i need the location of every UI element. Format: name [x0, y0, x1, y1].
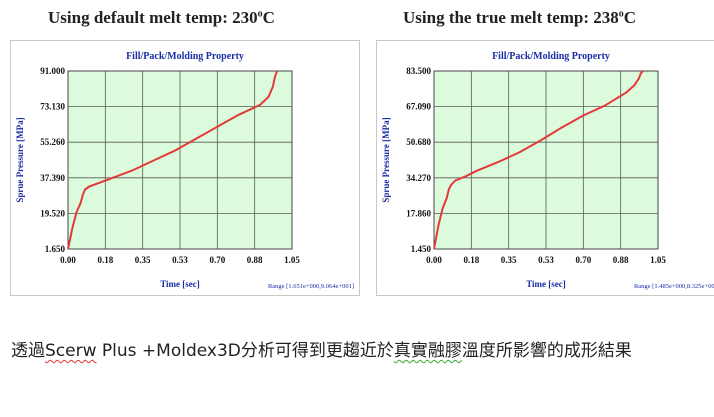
- y-tick-label: 67.090: [406, 102, 431, 112]
- pressure-curve: [433, 70, 644, 250]
- x-tick-label: 0.18: [463, 255, 479, 265]
- y-tick-label: 55.260: [40, 137, 65, 147]
- caption-text: 透過Scerw Plus +Moldex3D分析可得到更趨近於真實融膠溫度所影響…: [11, 341, 632, 361]
- y-tick-label: 91.000: [40, 66, 65, 76]
- left-panel-title: Using default melt temp: 230oC: [48, 8, 275, 27]
- y-tick-label: 1.650: [45, 244, 66, 254]
- chart-title: Fill/Pack/Molding Property: [126, 51, 244, 62]
- range-label: Range [1.485e+000,8.325e+001]: [634, 283, 714, 290]
- left-pressure-chart: Fill/Pack/Molding Property 0.00 0.18 0.35 0.…: [10, 40, 360, 296]
- x-tick-label: 1.05: [284, 255, 300, 265]
- x-axis-label: Time [sec]: [526, 279, 566, 289]
- x-tick-label: 0.70: [209, 255, 225, 265]
- y-tick-label: 17.860: [406, 208, 431, 218]
- x-tick-label: 0.35: [501, 255, 517, 265]
- y-tick-label: 83.500: [406, 66, 431, 76]
- range-label: Range [1.651e+000,9.064e+001]: [268, 283, 354, 290]
- y-tick-label: 34.270: [406, 173, 431, 183]
- x-tick-label: 0.35: [135, 255, 151, 265]
- y-tick-label: 73.130: [40, 102, 65, 112]
- caption-misspelled-word: Scerw: [45, 341, 97, 361]
- pressure-curve: [67, 70, 279, 250]
- y-axis-label: Sprue Pressure [MPa]: [15, 117, 25, 202]
- y-axis-label: Sprue Pressure [MPa]: [381, 117, 391, 202]
- y-tick-label: 19.520: [40, 208, 65, 218]
- y-tick-label: 1.450: [411, 244, 432, 254]
- x-tick-label: 0.88: [613, 255, 629, 265]
- x-tick-label: 0.53: [538, 255, 554, 265]
- chart-title: Fill/Pack/Molding Property: [492, 51, 610, 62]
- right-pressure-chart: Fill/Pack/Molding Property 0.00 0.18 0.35 0.…: [376, 40, 714, 296]
- x-tick-label: 0.70: [575, 255, 591, 265]
- x-tick-label: 0.00: [426, 255, 442, 265]
- x-tick-label: 0.53: [172, 255, 188, 265]
- y-tick-label: 37.390: [40, 173, 65, 183]
- x-tick-label: 1.05: [650, 255, 666, 265]
- y-tick-label: 50.680: [406, 137, 431, 147]
- x-tick-label: 0.88: [247, 255, 263, 265]
- right-panel-title: Using the true melt temp: 238oC: [403, 8, 637, 27]
- caption-grammar-flag: 真實融膠: [393, 341, 462, 361]
- x-tick-label: 0.18: [97, 255, 113, 265]
- x-axis-label: Time [sec]: [160, 279, 200, 289]
- x-tick-label: 0.00: [60, 255, 76, 265]
